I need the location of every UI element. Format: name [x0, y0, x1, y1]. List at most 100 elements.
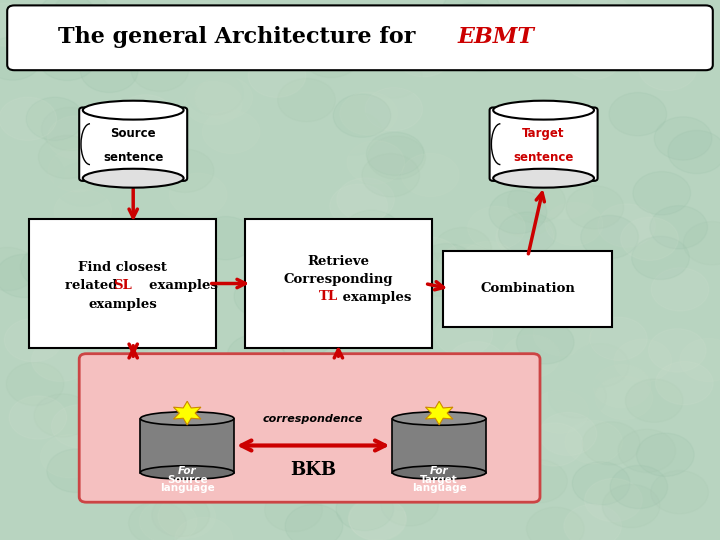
Text: sentence: sentence [103, 151, 163, 164]
Circle shape [572, 462, 630, 505]
Bar [392, 418, 486, 472]
Circle shape [84, 139, 142, 183]
Circle shape [89, 111, 146, 154]
Circle shape [285, 504, 343, 540]
Text: SL: SL [113, 279, 132, 292]
Circle shape [331, 380, 389, 423]
Circle shape [585, 478, 642, 522]
Circle shape [26, 97, 84, 140]
Circle shape [683, 221, 720, 265]
Circle shape [9, 396, 67, 439]
FancyBboxPatch shape [245, 219, 432, 348]
Circle shape [340, 92, 397, 135]
Circle shape [0, 254, 53, 298]
Circle shape [362, 154, 420, 197]
Circle shape [395, 33, 452, 77]
Circle shape [667, 223, 720, 266]
Circle shape [596, 94, 654, 138]
Circle shape [54, 190, 112, 233]
Circle shape [235, 177, 293, 220]
Text: Retrieve: Retrieve [307, 255, 369, 268]
Circle shape [38, 136, 96, 179]
Circle shape [53, 0, 110, 36]
Circle shape [349, 498, 407, 540]
Ellipse shape [140, 465, 234, 480]
Circle shape [296, 357, 354, 400]
Circle shape [654, 117, 712, 160]
FancyBboxPatch shape [490, 107, 598, 181]
Circle shape [526, 507, 584, 540]
Circle shape [228, 353, 286, 396]
Circle shape [328, 395, 385, 438]
Circle shape [467, 262, 525, 306]
Circle shape [662, 140, 720, 184]
Circle shape [549, 375, 606, 418]
Circle shape [516, 321, 574, 364]
Circle shape [51, 404, 109, 448]
Circle shape [439, 246, 497, 289]
Circle shape [626, 379, 683, 422]
Circle shape [510, 138, 568, 181]
Circle shape [195, 76, 253, 119]
Circle shape [261, 160, 318, 204]
Circle shape [116, 341, 174, 384]
Circle shape [649, 329, 706, 372]
Circle shape [574, 0, 631, 38]
Circle shape [184, 232, 241, 275]
Circle shape [536, 176, 593, 219]
Circle shape [302, 35, 360, 78]
Circle shape [136, 415, 194, 458]
Circle shape [42, 107, 99, 151]
Circle shape [274, 221, 331, 265]
Circle shape [0, 97, 57, 140]
Circle shape [152, 494, 210, 537]
Text: The general Architecture for: The general Architecture for [58, 26, 423, 48]
Circle shape [545, 202, 603, 246]
Circle shape [244, 212, 302, 255]
Circle shape [6, 151, 63, 194]
Circle shape [418, 244, 475, 287]
Circle shape [609, 92, 667, 136]
Circle shape [564, 504, 621, 540]
Circle shape [274, 448, 331, 491]
Circle shape [539, 413, 597, 456]
Text: Source: Source [167, 475, 207, 484]
Circle shape [78, 395, 135, 438]
Circle shape [590, 317, 647, 360]
Circle shape [444, 3, 501, 46]
Circle shape [621, 217, 678, 260]
FancyBboxPatch shape [79, 107, 187, 181]
Circle shape [126, 27, 184, 70]
Circle shape [337, 178, 395, 221]
FancyBboxPatch shape [443, 251, 612, 327]
Circle shape [343, 210, 400, 253]
Circle shape [265, 489, 323, 532]
Circle shape [343, 7, 401, 50]
Circle shape [410, 1, 468, 44]
Ellipse shape [83, 168, 184, 187]
Text: language: language [160, 483, 215, 493]
Circle shape [439, 6, 497, 50]
Ellipse shape [83, 100, 184, 119]
Circle shape [117, 407, 175, 450]
Circle shape [459, 241, 517, 285]
Circle shape [34, 394, 91, 437]
Circle shape [361, 380, 419, 423]
Circle shape [47, 449, 104, 492]
Circle shape [582, 249, 639, 293]
Circle shape [472, 364, 530, 407]
Circle shape [496, 215, 554, 259]
Circle shape [368, 136, 426, 179]
Circle shape [680, 339, 720, 382]
Circle shape [402, 237, 459, 280]
Circle shape [441, 21, 498, 64]
Circle shape [610, 465, 667, 509]
Circle shape [564, 421, 622, 464]
Circle shape [117, 94, 174, 138]
Circle shape [438, 245, 495, 288]
Circle shape [188, 417, 246, 461]
Ellipse shape [392, 465, 486, 480]
Circle shape [169, 173, 227, 217]
Circle shape [581, 215, 639, 259]
Polygon shape [174, 401, 201, 425]
